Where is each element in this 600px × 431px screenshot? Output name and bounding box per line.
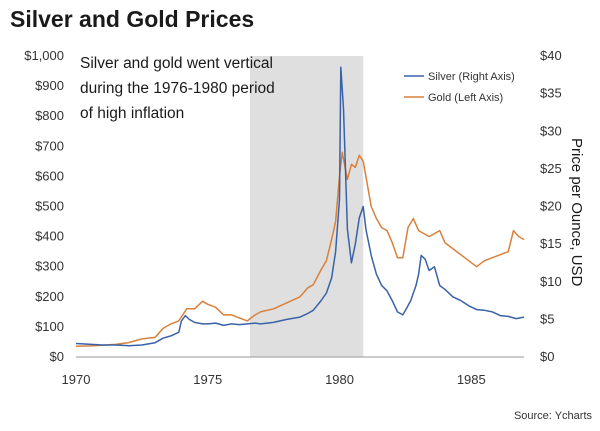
left-axis: $0 $100 $200 $300 $400 $500 $600 $700 $800 $900 $1… <box>24 48 64 364</box>
annotation-line-2: during the 1976-1980 period <box>80 80 275 97</box>
highlight-band <box>249 56 364 357</box>
right-tick-label: $25 <box>540 161 562 176</box>
chart-title: Silver and Gold Prices <box>10 6 255 32</box>
left-tick-label: $500 <box>35 199 64 214</box>
legend-entry: Gold (Left Axis) <box>428 92 503 104</box>
x-tick-label: 1985 <box>457 372 486 387</box>
right-tick-label: $35 <box>540 86 562 101</box>
y-axis-label-right: Price per Ounce, USD <box>568 138 585 287</box>
x-tick-label: 1975 <box>193 372 222 387</box>
right-tick-label: $30 <box>540 123 562 138</box>
right-axis: $0 $5 $10 $15 $20 $25 $30 $35 $40 <box>540 48 562 364</box>
right-tick-label: $15 <box>540 236 562 251</box>
x-axis: 1970 1975 1980 1985 <box>62 372 486 387</box>
left-tick-label: $300 <box>35 259 64 274</box>
left-tick-label: $800 <box>35 108 64 123</box>
left-tick-label: $1,000 <box>24 48 64 63</box>
series-line-silver <box>75 66 525 347</box>
legend: Silver (Right Axis) Gold (Left Axis) <box>404 71 515 104</box>
left-tick-label: $400 <box>35 229 64 244</box>
x-tick-label: 1970 <box>62 372 91 387</box>
left-tick-label: $600 <box>35 168 64 183</box>
left-tick-label: $700 <box>35 138 64 153</box>
annotation-line-3: of high inflation <box>80 105 184 122</box>
left-tick-label: $900 <box>35 78 64 93</box>
series-group <box>75 66 525 347</box>
legend-entry: Silver (Right Axis) <box>428 71 515 83</box>
left-tick-label: $100 <box>35 319 64 334</box>
left-tick-label: $0 <box>50 349 64 364</box>
right-tick-label: $40 <box>540 48 562 63</box>
right-tick-label: $0 <box>540 349 554 364</box>
right-tick-label: $10 <box>540 274 562 289</box>
right-tick-label: $5 <box>540 311 554 326</box>
source-note: Source: Ycharts <box>514 410 593 422</box>
annotation-line-1: Silver and gold went vertical <box>80 55 273 72</box>
x-tick-label: 1980 <box>325 372 354 387</box>
left-tick-label: $200 <box>35 289 64 304</box>
right-tick-label: $20 <box>540 199 562 214</box>
